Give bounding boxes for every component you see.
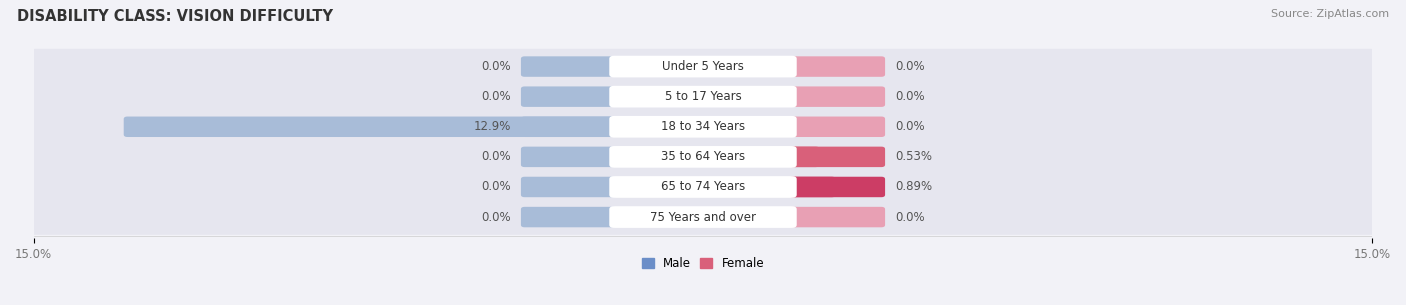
FancyBboxPatch shape <box>520 117 617 137</box>
FancyBboxPatch shape <box>520 56 617 77</box>
FancyBboxPatch shape <box>520 177 617 197</box>
FancyBboxPatch shape <box>789 147 820 167</box>
Text: 0.0%: 0.0% <box>481 181 512 193</box>
Text: 0.0%: 0.0% <box>481 210 512 224</box>
Text: 0.53%: 0.53% <box>894 150 932 163</box>
Text: 0.0%: 0.0% <box>894 120 925 133</box>
FancyBboxPatch shape <box>30 49 1376 84</box>
FancyBboxPatch shape <box>609 176 797 198</box>
FancyBboxPatch shape <box>520 147 617 167</box>
FancyBboxPatch shape <box>609 56 797 77</box>
Text: 0.0%: 0.0% <box>894 90 925 103</box>
FancyBboxPatch shape <box>789 56 886 77</box>
FancyBboxPatch shape <box>30 139 1376 175</box>
FancyBboxPatch shape <box>789 117 886 137</box>
FancyBboxPatch shape <box>30 199 1376 235</box>
Text: Source: ZipAtlas.com: Source: ZipAtlas.com <box>1271 9 1389 19</box>
Text: 35 to 64 Years: 35 to 64 Years <box>661 150 745 163</box>
Text: DISABILITY CLASS: VISION DIFFICULTY: DISABILITY CLASS: VISION DIFFICULTY <box>17 9 333 24</box>
FancyBboxPatch shape <box>609 116 797 138</box>
FancyBboxPatch shape <box>520 207 617 227</box>
Text: 0.89%: 0.89% <box>894 181 932 193</box>
Text: 0.0%: 0.0% <box>894 210 925 224</box>
FancyBboxPatch shape <box>609 206 797 228</box>
Text: 5 to 17 Years: 5 to 17 Years <box>665 90 741 103</box>
FancyBboxPatch shape <box>30 109 1376 145</box>
FancyBboxPatch shape <box>30 79 1376 114</box>
Text: 75 Years and over: 75 Years and over <box>650 210 756 224</box>
Text: 0.0%: 0.0% <box>481 150 512 163</box>
FancyBboxPatch shape <box>789 147 886 167</box>
Text: 12.9%: 12.9% <box>474 120 512 133</box>
FancyBboxPatch shape <box>609 146 797 168</box>
FancyBboxPatch shape <box>124 117 617 137</box>
FancyBboxPatch shape <box>789 177 835 197</box>
FancyBboxPatch shape <box>789 86 886 107</box>
FancyBboxPatch shape <box>609 86 797 107</box>
FancyBboxPatch shape <box>520 86 617 107</box>
Text: 18 to 34 Years: 18 to 34 Years <box>661 120 745 133</box>
FancyBboxPatch shape <box>789 177 886 197</box>
Text: 0.0%: 0.0% <box>894 60 925 73</box>
Legend: Male, Female: Male, Female <box>637 252 769 274</box>
Text: 0.0%: 0.0% <box>481 90 512 103</box>
FancyBboxPatch shape <box>30 169 1376 205</box>
Text: 65 to 74 Years: 65 to 74 Years <box>661 181 745 193</box>
Text: Under 5 Years: Under 5 Years <box>662 60 744 73</box>
Text: 0.0%: 0.0% <box>481 60 512 73</box>
FancyBboxPatch shape <box>789 207 886 227</box>
